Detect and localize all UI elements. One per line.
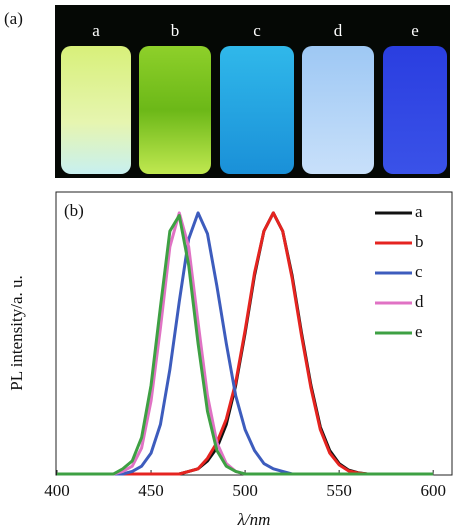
vial — [383, 46, 447, 174]
panel-label: (b) — [64, 201, 84, 220]
vial — [302, 46, 374, 174]
x-tick-label: 450 — [138, 481, 164, 500]
vial — [61, 46, 131, 174]
legend-label: b — [415, 232, 424, 251]
series-line — [57, 211, 434, 476]
series-line — [57, 214, 434, 476]
series-line — [57, 211, 434, 476]
x-tick-label: 600 — [420, 481, 446, 500]
vial-label: a — [92, 21, 100, 40]
vial-label: d — [334, 21, 343, 40]
x-tick-label: 550 — [326, 481, 352, 500]
legend-label: c — [415, 262, 423, 281]
vial — [220, 46, 294, 174]
x-tick-label: 400 — [44, 481, 70, 500]
y-axis-label: PL intensity/a. u. — [7, 275, 26, 391]
legend-label: e — [415, 322, 423, 341]
legend-label: d — [415, 292, 424, 311]
vial-label: c — [253, 21, 261, 40]
series-line — [57, 211, 434, 476]
legend-label: a — [415, 202, 423, 221]
vial-label: e — [411, 21, 419, 40]
x-axis-label: λ/nm — [237, 510, 271, 529]
vial — [139, 46, 211, 174]
x-tick-label: 500 — [232, 481, 258, 500]
series-line — [57, 211, 434, 476]
photo — [55, 5, 450, 178]
panel-label: (a) — [4, 9, 23, 28]
vial-label: b — [171, 21, 180, 40]
